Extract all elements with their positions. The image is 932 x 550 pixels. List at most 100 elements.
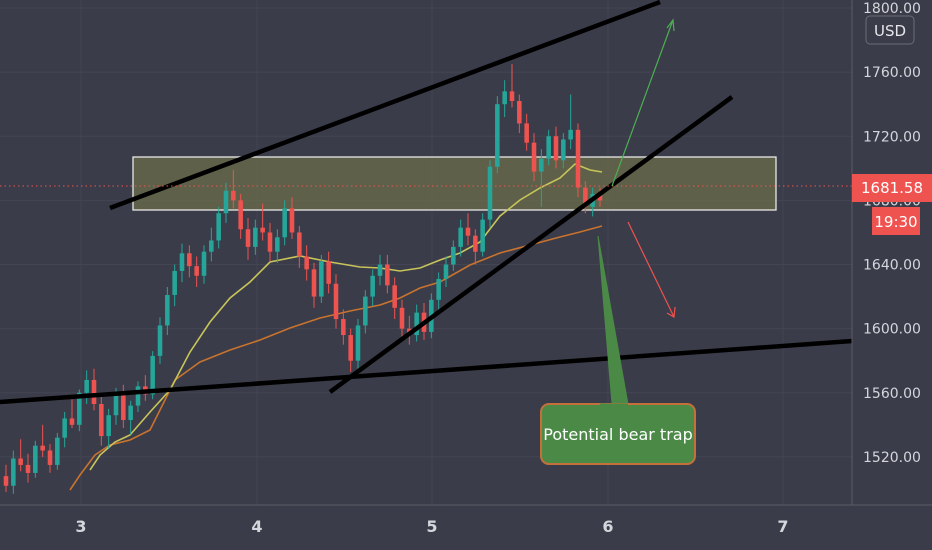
candle-body [84,379,89,393]
candle-body [363,296,368,326]
bearish-arrow [627,221,676,318]
candle-body [69,418,75,425]
candle [91,368,97,411]
candle [341,309,346,345]
candle [311,262,317,308]
candle [84,370,89,404]
annotation-text: Potential bear trap [543,425,692,444]
candle-body [172,270,177,295]
candle-body [157,325,163,356]
candle [231,169,236,209]
candle-body [91,379,97,404]
candle [11,450,16,494]
candle-body [40,445,45,451]
candle-body [377,264,383,276]
candle-body [150,355,155,395]
candle [531,133,537,182]
candle [194,256,199,287]
candle [3,464,9,493]
candle-body [47,450,53,465]
candle [333,274,339,329]
candle [399,299,405,342]
candle-body [443,264,449,279]
candle-body [392,285,397,308]
candle [539,149,544,207]
y-tick-label: 1760.00 [863,65,921,81]
candle-body [341,319,346,336]
candle-body [297,232,302,257]
candle [275,229,280,263]
candle-body [575,129,581,188]
candle-body [245,229,251,247]
candle [18,439,23,472]
x-tick-label: 4 [251,517,262,536]
candle [319,254,324,303]
currency-label: USD [874,22,906,40]
candle [62,412,67,448]
candle-body [165,294,170,326]
candle-body [539,158,544,172]
candle-body [333,283,339,320]
candle [465,213,471,246]
candle-body [135,386,141,406]
candle-body [583,187,588,207]
candle [443,256,449,287]
candle-body [597,193,603,201]
y-tick-label: 1520.00 [863,450,921,466]
candle [187,245,192,278]
candle [524,113,529,151]
candle-body [3,476,9,486]
candle [267,222,273,262]
candle-body [201,251,207,276]
candle-body [253,227,258,247]
candle [69,399,75,429]
candle-body [33,445,38,473]
candle [55,432,60,470]
candle-body [187,253,192,267]
candlesticks [3,64,603,494]
candle [40,424,45,457]
candle-body [275,237,280,252]
candle-body [77,392,82,425]
candle [25,453,31,483]
y-tick-label: 1640.00 [863,258,921,274]
candle [509,64,515,108]
candle-body [113,394,119,416]
candle [458,219,463,257]
candle-body [326,261,331,284]
y-tick-label: 1560.00 [863,386,921,402]
candle [245,218,251,260]
currency-badge: USD [865,15,915,45]
candle-body [106,415,111,437]
candle [575,123,581,198]
candle [473,229,478,265]
candle [172,264,177,307]
candle [348,328,353,372]
candle [297,226,302,268]
candle [451,240,456,271]
candle-body [311,269,317,297]
candle-body [487,166,493,220]
candle-body [319,261,324,297]
candle-body [517,101,522,124]
y-tick-label: 1720.00 [863,129,921,145]
candle [216,206,221,249]
candle-body [524,123,529,143]
rising-support-line [328,95,734,394]
candle [436,272,441,310]
candle [370,269,375,307]
candle-body [62,418,67,438]
candle [99,394,104,446]
candle-body [568,129,573,140]
candle-body [231,190,236,201]
x-tick-label: 7 [777,517,788,536]
candle [128,400,133,435]
upper-channel-line [109,0,661,211]
candle [502,80,507,118]
ma-fast-line [89,163,603,471]
candle-body [553,136,559,161]
x-tick-label: 6 [602,517,613,536]
candle [304,245,309,281]
